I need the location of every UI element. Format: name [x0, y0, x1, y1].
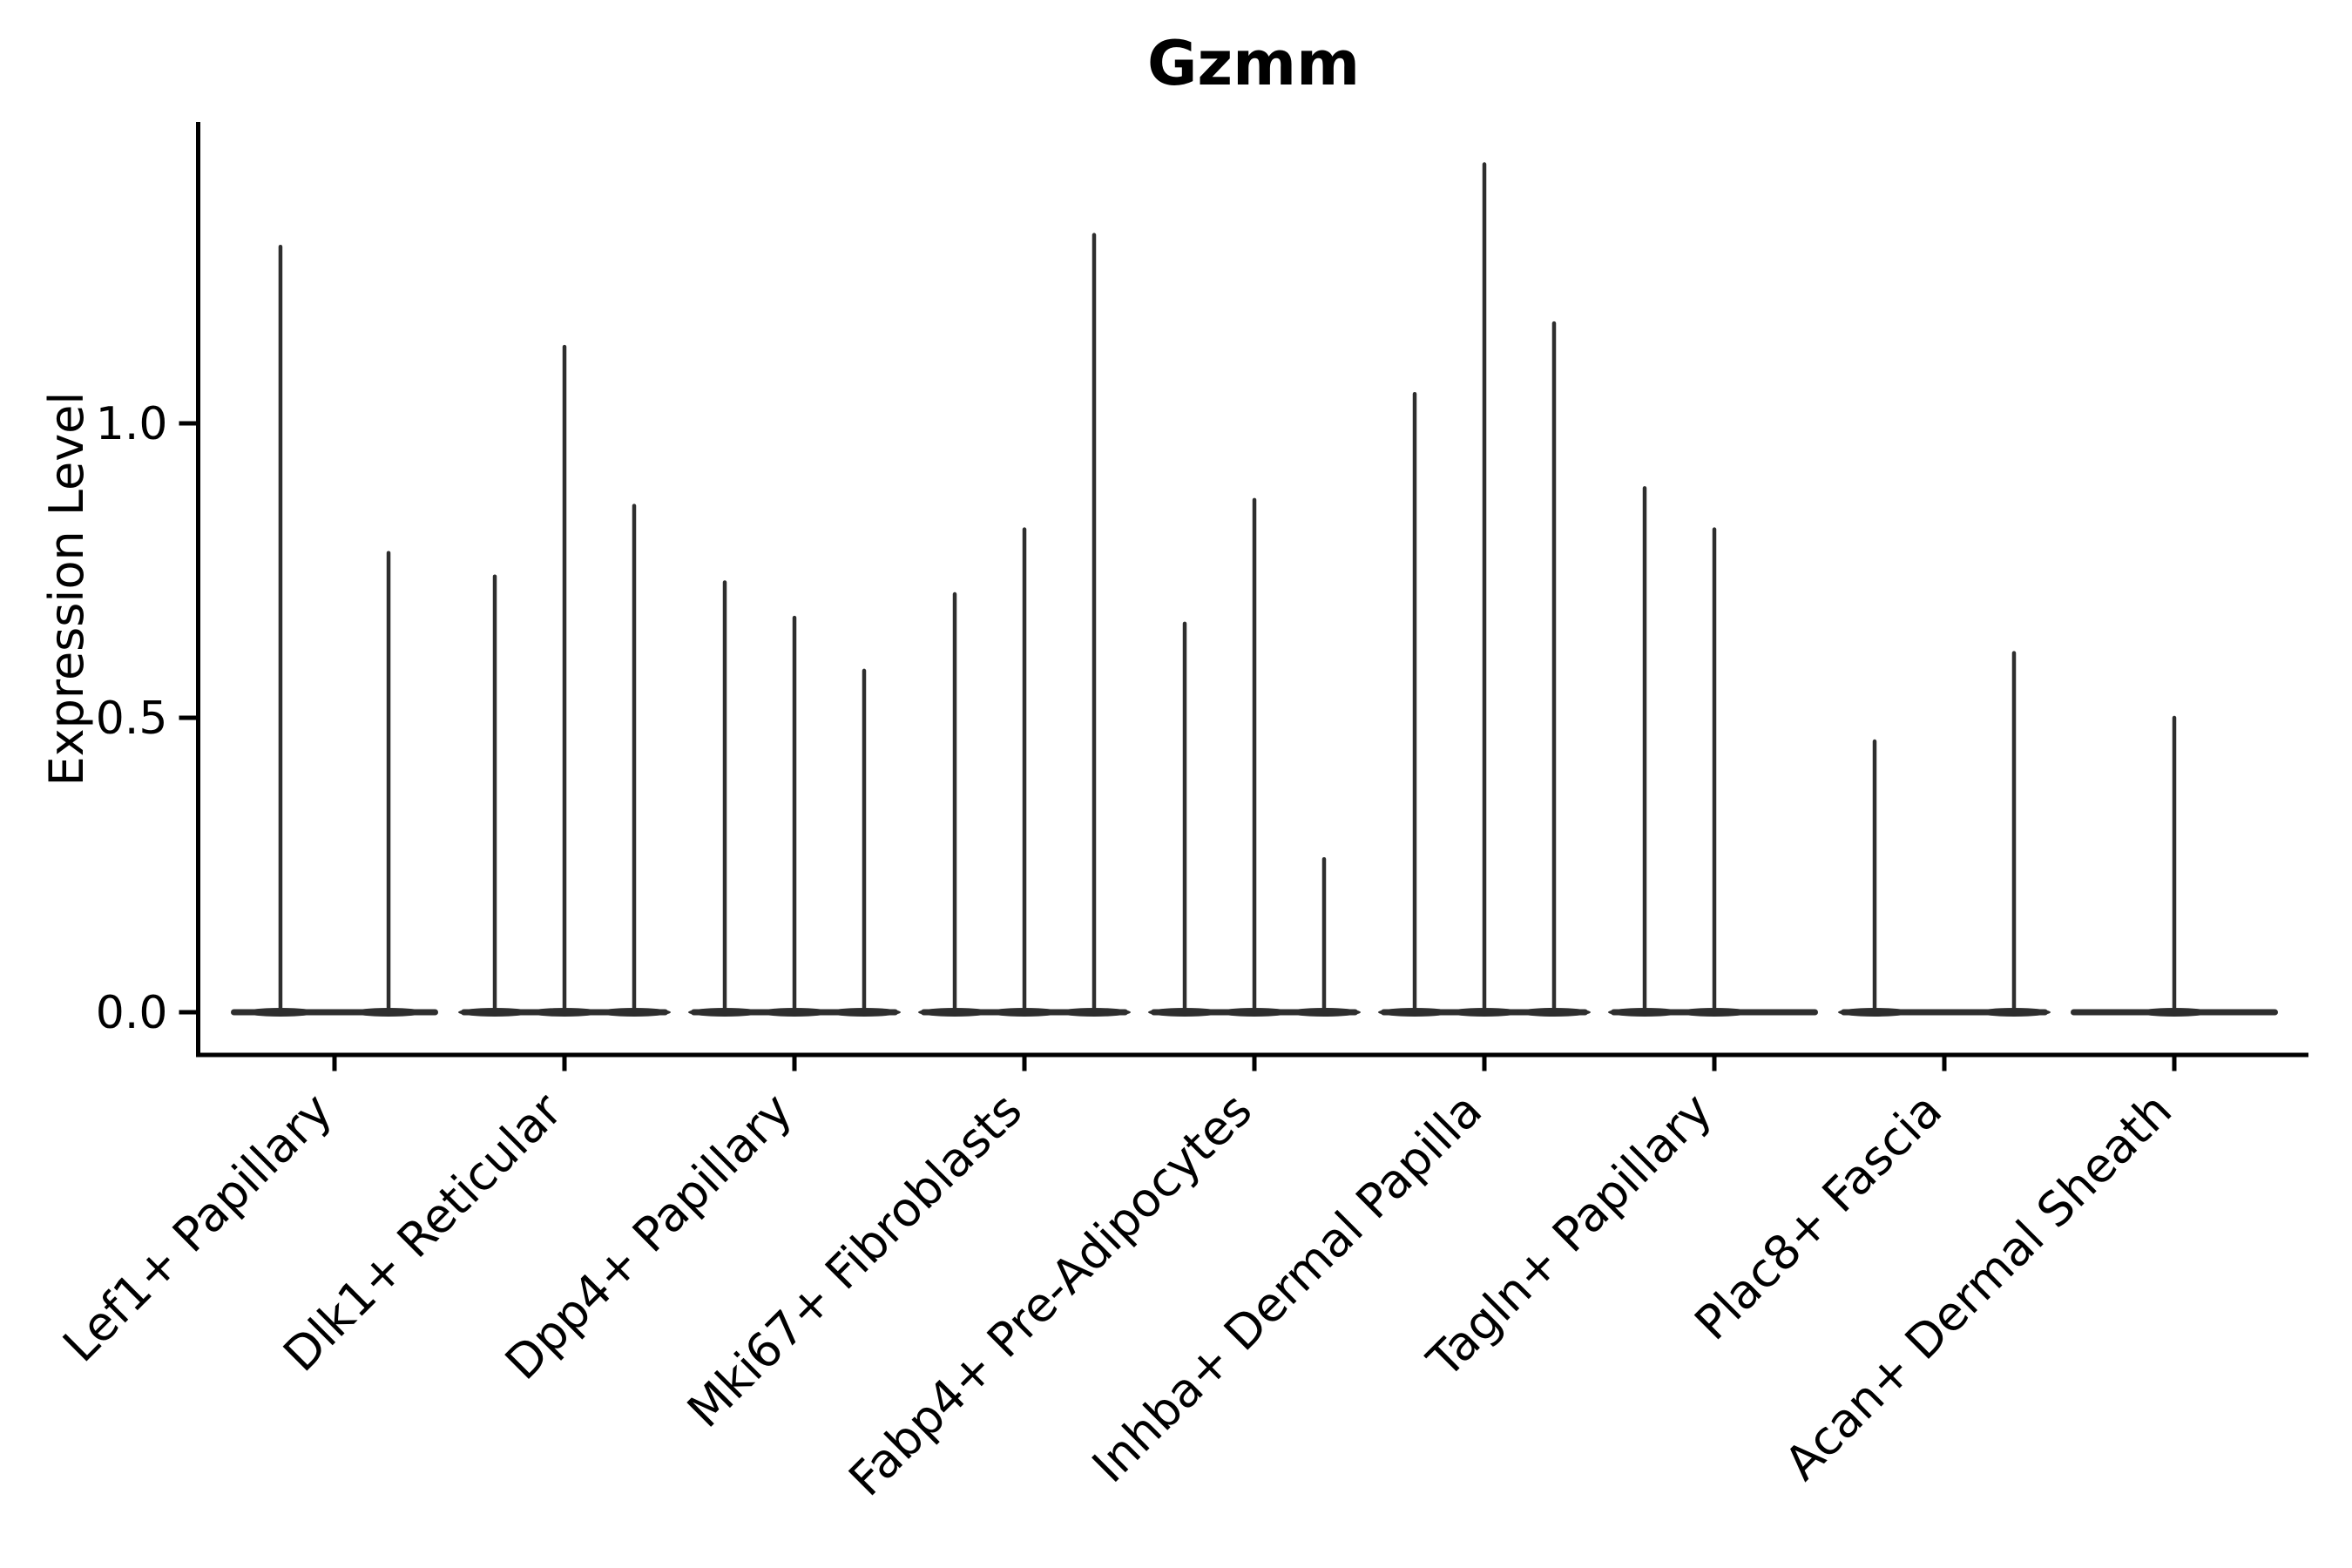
violin-group: [231, 244, 438, 1017]
y-axis-ticks: 0.0 0.5 1.0: [96, 398, 199, 1039]
y-tick-label: 0.0: [96, 987, 168, 1039]
y-axis-label: Expression Level: [39, 392, 94, 787]
y-tick-label: 1.0: [96, 398, 168, 450]
y-tick-label: 0.5: [96, 693, 168, 745]
x-axis-ticks: [332, 1057, 2177, 1071]
violin-group: [1378, 162, 1591, 1017]
violin-group: [2071, 715, 2278, 1017]
violin-group: [688, 580, 901, 1017]
violin-group: [458, 344, 671, 1017]
x-tick-label: Acan+ Dermal Sheath: [1774, 1083, 2182, 1490]
x-tick-label: Inhba+ Dermal Papilla: [1082, 1083, 1492, 1493]
chart-title: Gzmm: [1147, 28, 1360, 99]
violin-group: [1608, 486, 1818, 1017]
violins-layer: [231, 162, 2278, 1017]
x-tick-label: Plac8+ Fascia: [1684, 1083, 1952, 1351]
violin-group: [918, 233, 1131, 1017]
violin-group: [1148, 497, 1361, 1017]
violin-group: [1838, 651, 2051, 1017]
x-tick-label: Fabp4+ Pre-Adipocytes: [838, 1083, 1262, 1507]
